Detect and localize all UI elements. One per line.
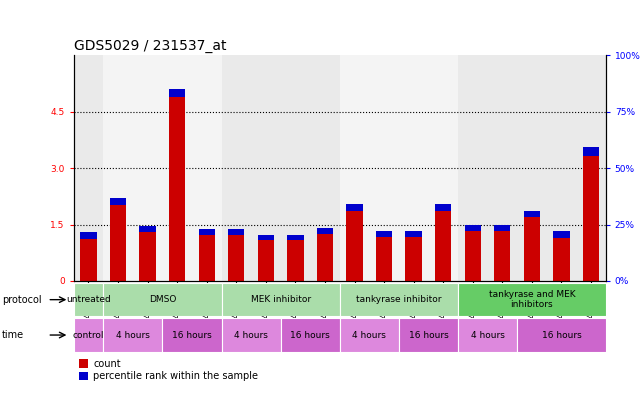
Bar: [494, 225, 510, 281]
Bar: [340, 55, 458, 281]
Text: GDS5029 / 231537_at: GDS5029 / 231537_at: [74, 39, 226, 53]
Bar: [583, 147, 599, 281]
Bar: [228, 229, 244, 235]
Bar: [110, 198, 126, 205]
Bar: [406, 231, 422, 237]
Bar: [553, 231, 570, 281]
Bar: [103, 318, 162, 352]
Bar: [458, 318, 517, 352]
Bar: [287, 235, 304, 281]
Bar: [258, 235, 274, 240]
Bar: [80, 232, 97, 239]
Text: control: control: [72, 331, 104, 340]
Bar: [287, 235, 304, 240]
Bar: [103, 55, 222, 281]
Text: 4 hours: 4 hours: [470, 331, 504, 340]
Bar: [583, 147, 599, 156]
Text: MEK inhibitor: MEK inhibitor: [251, 295, 311, 304]
Bar: [524, 211, 540, 217]
Bar: [222, 318, 281, 352]
Bar: [74, 55, 103, 281]
Text: 16 hours: 16 hours: [542, 331, 581, 340]
Bar: [258, 235, 274, 281]
Bar: [435, 204, 451, 281]
Bar: [458, 283, 606, 316]
Bar: [74, 283, 103, 316]
Bar: [281, 318, 340, 352]
Bar: [376, 231, 392, 237]
Legend: count, percentile rank within the sample: count, percentile rank within the sample: [79, 358, 258, 382]
Bar: [465, 225, 481, 281]
Bar: [74, 318, 103, 352]
Bar: [169, 89, 185, 97]
Bar: [340, 283, 458, 316]
Bar: [228, 229, 244, 281]
Bar: [222, 283, 340, 316]
Text: 4 hours: 4 hours: [116, 331, 150, 340]
Text: 4 hours: 4 hours: [353, 331, 387, 340]
Bar: [169, 89, 185, 281]
Bar: [199, 229, 215, 281]
Bar: [524, 211, 540, 281]
Bar: [346, 204, 363, 211]
Text: time: time: [2, 330, 24, 340]
Text: protocol: protocol: [2, 295, 42, 305]
Bar: [346, 204, 363, 281]
Bar: [317, 228, 333, 234]
Text: 16 hours: 16 hours: [408, 331, 448, 340]
Text: untreated: untreated: [66, 295, 111, 304]
Text: DMSO: DMSO: [149, 295, 176, 304]
Bar: [222, 55, 340, 281]
Bar: [435, 204, 451, 211]
Bar: [465, 225, 481, 231]
Bar: [406, 231, 422, 281]
Bar: [376, 231, 392, 281]
Bar: [317, 228, 333, 281]
Bar: [553, 231, 570, 238]
Bar: [80, 232, 97, 281]
Text: 4 hours: 4 hours: [234, 331, 268, 340]
Bar: [494, 225, 510, 231]
Bar: [110, 198, 126, 281]
Bar: [140, 226, 156, 232]
Text: 16 hours: 16 hours: [172, 331, 212, 340]
Bar: [517, 318, 606, 352]
Bar: [399, 318, 458, 352]
Bar: [140, 226, 156, 281]
Bar: [103, 283, 222, 316]
Text: 16 hours: 16 hours: [290, 331, 330, 340]
Text: tankyrase inhibitor: tankyrase inhibitor: [356, 295, 442, 304]
Bar: [458, 55, 606, 281]
Bar: [162, 318, 222, 352]
Text: tankyrase and MEK
inhibitors: tankyrase and MEK inhibitors: [488, 290, 575, 309]
Bar: [199, 229, 215, 235]
Bar: [340, 318, 399, 352]
